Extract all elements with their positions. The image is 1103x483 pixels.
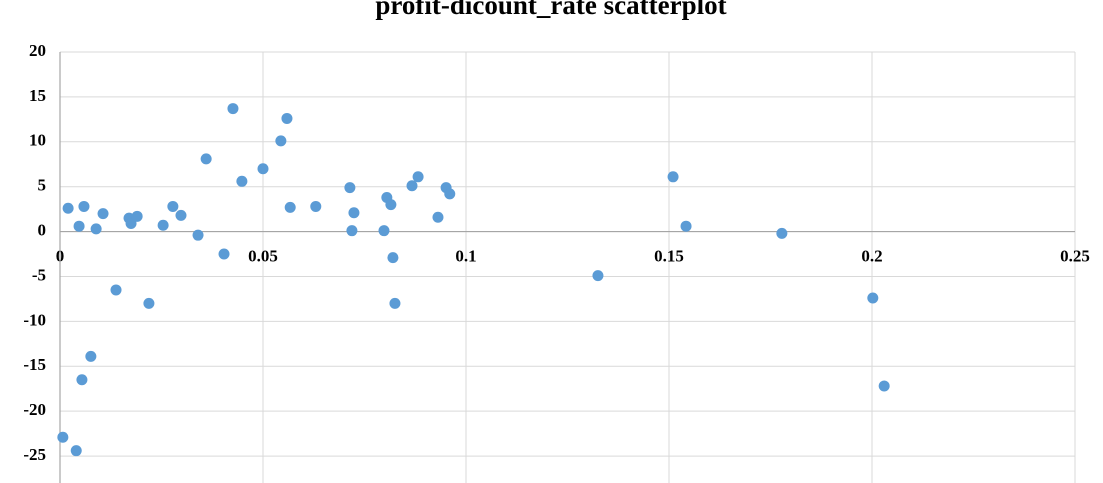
point [218,248,230,260]
x-tick-label: 0.2 [861,246,882,265]
chart-title: profit-dicount_rate scatterplot [375,0,726,20]
point [143,297,155,309]
point [125,218,137,230]
y-tick-label: -20 [23,400,46,419]
y-tick-label: -15 [23,355,46,374]
point [73,220,85,232]
point [406,180,418,192]
point [167,200,179,212]
point [85,350,97,362]
point [110,284,122,296]
point [378,225,390,237]
point [70,445,82,457]
point [157,219,169,231]
point [97,208,109,220]
x-tick-label: 0.25 [1060,246,1090,265]
point [257,163,269,175]
y-tick-label: 0 [38,220,47,239]
point [310,200,322,212]
point [192,229,204,241]
point [78,200,90,212]
point [344,182,356,194]
point [385,199,397,211]
point [346,225,358,237]
x-tick-label: 0.1 [455,246,476,265]
point [175,209,187,221]
point [227,103,239,115]
y-tick-label: 5 [38,176,47,195]
point [867,292,879,304]
point [667,171,679,183]
point [389,297,401,309]
point [76,374,88,386]
point [236,175,248,187]
point [57,431,69,443]
y-tick-label: 15 [29,86,46,105]
point [878,380,890,392]
y-tick-label: -25 [23,445,46,464]
point [275,135,287,147]
point [281,112,293,124]
point [776,227,788,239]
y-tick-label: -5 [32,265,46,284]
point [131,210,143,222]
point [412,171,424,183]
point [200,153,212,165]
point [62,202,74,214]
point [348,207,360,219]
y-tick-label: 10 [29,131,46,150]
y-tick-label: -10 [23,310,46,329]
point [90,223,102,235]
point [387,252,399,264]
point [592,270,604,282]
point [284,201,296,213]
point [432,211,444,223]
point [680,220,692,232]
x-tick-label: 0.05 [248,246,278,265]
y-tick-label: 20 [29,41,46,60]
x-tick-label: 0.15 [654,246,684,265]
point [444,188,456,200]
